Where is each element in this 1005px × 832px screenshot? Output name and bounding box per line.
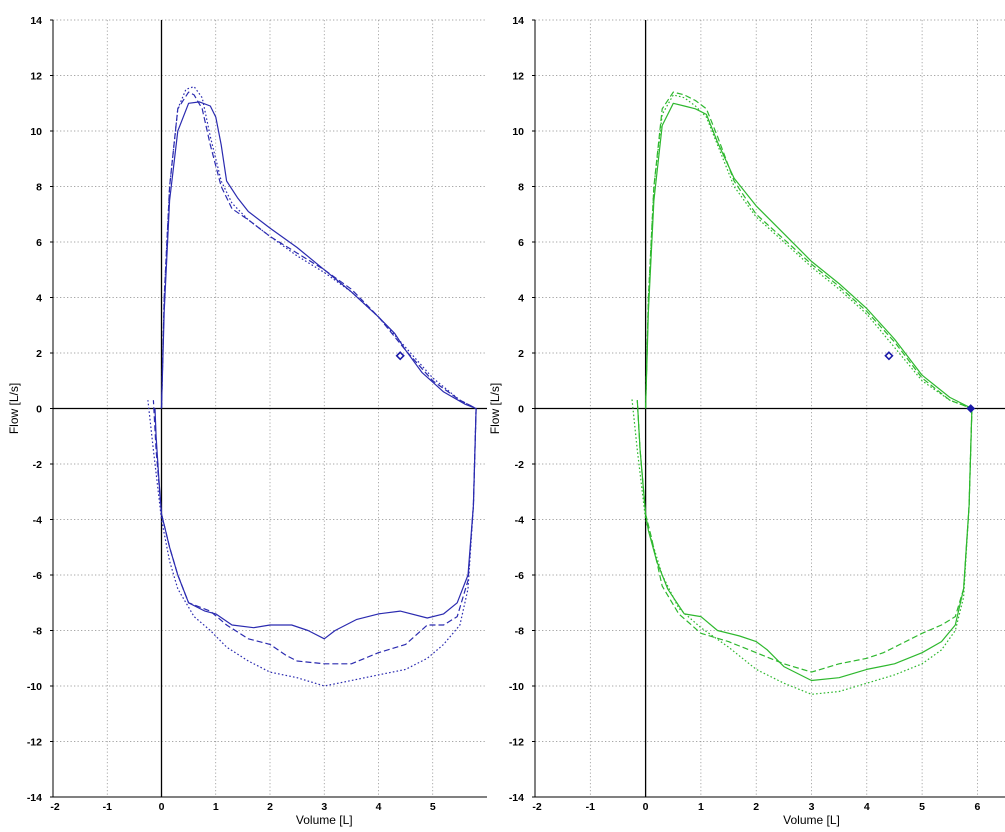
y-tick-label: -10 xyxy=(509,681,524,693)
series-line-solid-4 xyxy=(636,400,973,682)
y-tick-label: -12 xyxy=(509,737,524,749)
y-tick-label: -2 xyxy=(33,459,42,471)
y-tick-label: -2 xyxy=(515,459,524,471)
y-tick-label: 8 xyxy=(36,182,42,194)
y-tick-label: -14 xyxy=(27,792,42,804)
y-tick-label: 12 xyxy=(30,71,42,83)
y-tick-label: -8 xyxy=(515,626,524,638)
y-tick-label: -8 xyxy=(33,626,42,638)
series-line-dashed-2 xyxy=(645,91,973,410)
y-tick-label: -6 xyxy=(515,570,524,582)
x-tick-label: -2 xyxy=(50,801,59,813)
series-line-dotted-6 xyxy=(147,400,477,687)
x-tick-label: 5 xyxy=(919,801,925,813)
y-tick-label: 4 xyxy=(518,293,524,305)
y-tick-label: -14 xyxy=(509,792,524,804)
x-tick-label: 0 xyxy=(159,801,165,813)
y-tick-label: 2 xyxy=(36,348,42,360)
x-tick-label: 1 xyxy=(213,801,219,813)
x-tick-label: -1 xyxy=(103,801,112,813)
x-tick-label: 3 xyxy=(809,801,815,813)
x-tick-label: -1 xyxy=(586,801,595,813)
x-axis-title: Volume [L] xyxy=(296,813,353,827)
y-tick-label: -10 xyxy=(27,681,42,693)
x-tick-label: 4 xyxy=(864,801,870,813)
y-tick-label: 12 xyxy=(512,71,524,83)
series-line-dashed-5 xyxy=(152,400,477,665)
series-line-solid-4 xyxy=(154,408,477,640)
y-tick-label: 4 xyxy=(36,293,42,305)
y-tick-label: -12 xyxy=(27,737,42,749)
y-tick-label: -6 xyxy=(33,570,42,582)
series-line-dotted-3 xyxy=(160,86,477,410)
series-line-dashed-5 xyxy=(636,400,973,673)
x-tick-label: 5 xyxy=(430,801,436,813)
y-tick-label: 6 xyxy=(36,237,42,249)
y-axis-title: Flow [L/s] xyxy=(488,383,502,434)
y-axis-title: Flow [L/s] xyxy=(7,383,21,434)
series-line-solid-1 xyxy=(645,102,973,410)
y-tick-label: 14 xyxy=(512,15,524,27)
y-tick-label: 2 xyxy=(518,348,524,360)
x-tick-label: 3 xyxy=(321,801,327,813)
y-tick-label: -4 xyxy=(515,515,524,527)
x-tick-label: 0 xyxy=(643,801,649,813)
y-tick-label: 0 xyxy=(518,404,524,416)
x-tick-label: 1 xyxy=(698,801,704,813)
x-axis-title: Volume [L] xyxy=(783,813,840,827)
pef-marker xyxy=(395,351,405,361)
y-tick-label: 6 xyxy=(518,237,524,249)
x-tick-label: 4 xyxy=(376,801,382,813)
pef-marker xyxy=(884,351,894,361)
series-line-dashed-2 xyxy=(160,91,477,410)
y-tick-label: 8 xyxy=(518,182,524,194)
x-tick-label: 2 xyxy=(267,801,273,813)
x-tick-label: 6 xyxy=(974,801,980,813)
y-tick-label: 0 xyxy=(36,404,42,416)
fvc-marker xyxy=(966,404,976,413)
series-line-solid-1 xyxy=(160,101,477,410)
y-tick-label: -4 xyxy=(33,515,42,527)
y-tick-label: 10 xyxy=(30,126,42,138)
y-tick-label: 10 xyxy=(512,126,524,138)
series-line-dotted-3 xyxy=(645,94,973,410)
y-tick-label: 14 xyxy=(30,15,42,27)
x-tick-label: -2 xyxy=(532,801,541,813)
x-tick-label: 2 xyxy=(753,801,759,813)
series-line-dotted-6 xyxy=(631,397,973,695)
